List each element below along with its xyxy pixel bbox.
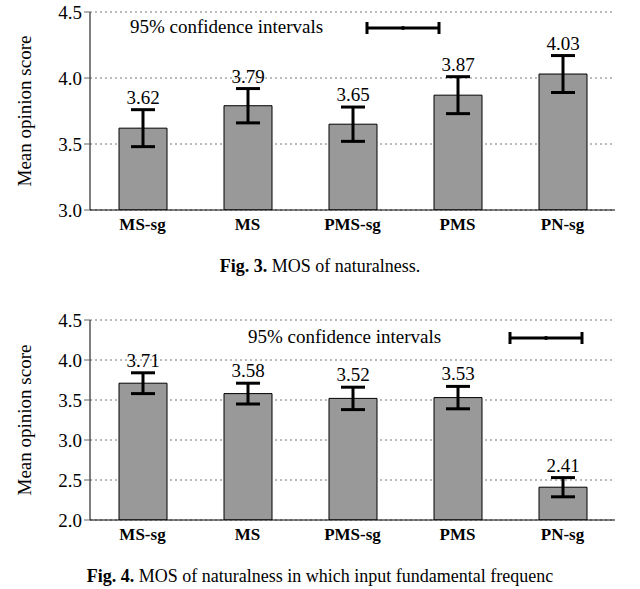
svg-text:4.03: 4.03 — [546, 33, 579, 54]
svg-text:PMS: PMS — [440, 525, 476, 544]
svg-text:PMS-sg: PMS-sg — [324, 215, 381, 234]
svg-text:4.5: 4.5 — [58, 310, 82, 331]
html-text:Fig. 4. MOS of naturalness in: Fig. 4. MOS of naturalness in which inpu… — [86, 566, 554, 586]
svg-text:4.0: 4.0 — [58, 350, 82, 371]
svg-text:3.5: 3.5 — [58, 390, 82, 411]
svg-text:MS: MS — [235, 215, 261, 234]
svg-text:PMS-sg: PMS-sg — [324, 525, 381, 544]
svg-text:4.0: 4.0 — [58, 68, 82, 89]
svg-text:3.5: 3.5 — [58, 134, 82, 155]
svg-text:PN-sg: PN-sg — [541, 215, 585, 234]
svg-text:MS-sg: MS-sg — [119, 215, 166, 234]
svg-text:MS-sg: MS-sg — [119, 525, 166, 544]
svg-text:3.65: 3.65 — [336, 84, 369, 105]
svg-text:2.41: 2.41 — [546, 455, 579, 476]
svg-text:2.0: 2.0 — [58, 510, 82, 531]
svg-text:3.0: 3.0 — [58, 200, 82, 221]
html-text:Fig. 3. MOS of naturalness.: Fig. 3. MOS of naturalness. — [219, 256, 421, 276]
svg-text:2.5: 2.5 — [58, 470, 82, 491]
svg-text:3.53: 3.53 — [441, 363, 474, 384]
svg-text:3.52: 3.52 — [336, 364, 369, 385]
svg-text:3.58: 3.58 — [231, 360, 264, 381]
svg-text:3.71: 3.71 — [126, 350, 159, 371]
svg-text:3.0: 3.0 — [58, 430, 82, 451]
svg-text:PMS: PMS — [440, 215, 476, 234]
html-text:Mean opinion score: Mean opinion score — [14, 344, 35, 496]
svg-text:PN-sg: PN-sg — [541, 525, 585, 544]
svg-text:3.79: 3.79 — [231, 66, 264, 87]
svg-text:MS: MS — [235, 525, 261, 544]
html-text:95% confidence intervals: 95% confidence intervals — [248, 326, 442, 347]
svg-text:4.5: 4.5 — [58, 2, 82, 23]
html-text:Mean opinion score: Mean opinion score — [14, 35, 35, 187]
svg-text:3.62: 3.62 — [126, 87, 159, 108]
svg-text:3.87: 3.87 — [441, 54, 474, 75]
html-text:95% confidence intervals: 95% confidence intervals — [130, 16, 324, 37]
